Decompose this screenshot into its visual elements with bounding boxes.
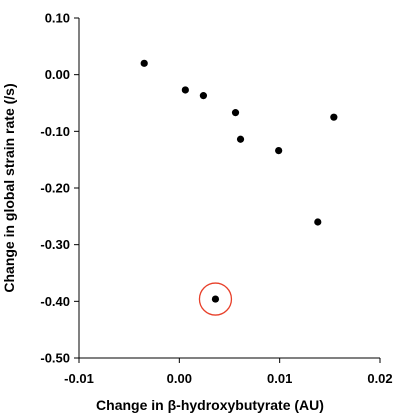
- annotations: [198, 282, 233, 316]
- data-point: [211, 295, 220, 303]
- x-tick-label: 0.01: [267, 371, 292, 386]
- data-point: [275, 147, 283, 155]
- data-point: [199, 92, 208, 100]
- y-tick-label: -0.30: [40, 237, 70, 252]
- y-tick-label: -0.40: [40, 294, 70, 309]
- data-points: [140, 59, 338, 303]
- x-axis-label: Change in β-hydroxybutyrate (AU): [96, 397, 324, 413]
- data-point: [236, 135, 245, 143]
- y-tick-label: -0.50: [40, 351, 70, 366]
- y-tick-label: -0.20: [40, 181, 70, 196]
- x-tick-label: 0.02: [367, 371, 392, 386]
- data-point: [314, 218, 322, 226]
- x-tick-label: -0.01: [64, 371, 94, 386]
- data-point: [140, 59, 148, 67]
- x-tick-label: 0.00: [167, 371, 192, 386]
- highlight-circle: [198, 282, 233, 316]
- data-point: [330, 113, 338, 121]
- y-tick-label: 0.10: [45, 11, 70, 26]
- data-point: [181, 86, 189, 94]
- y-axis-ticks: 0.10 0.00 -0.10 -0.20 -0.30 -0.40 -0.50: [40, 11, 79, 366]
- x-axis-ticks: -0.01 0.00 0.01 0.02: [64, 358, 393, 386]
- y-axis-label: Change in global strain rate (/s): [1, 83, 17, 292]
- y-tick-label: 0.00: [45, 67, 70, 82]
- y-tick-label: -0.10: [40, 124, 70, 139]
- data-point: [231, 109, 240, 117]
